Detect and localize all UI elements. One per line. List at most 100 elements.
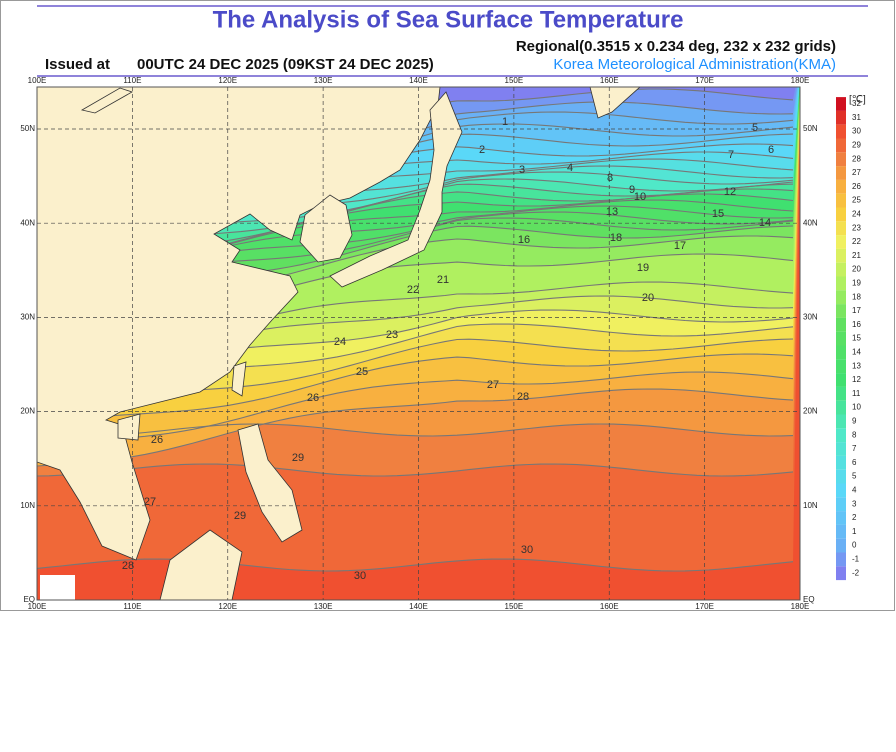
lon-label: 180E — [791, 602, 810, 611]
colorbar-label: 5 — [852, 472, 857, 481]
colorbar-label: 30 — [852, 127, 861, 136]
lat-label: 50N — [20, 124, 35, 133]
lon-label: 150E — [505, 76, 524, 85]
colorbar-label: 0 — [852, 541, 857, 550]
contour-label: 29 — [234, 510, 246, 522]
issued-label: Issued at — [45, 56, 110, 73]
contour-label: 16 — [518, 234, 530, 246]
colorbar-cell — [836, 207, 846, 222]
colorbar-cell — [836, 511, 846, 525]
colorbar-cell — [836, 221, 846, 236]
isotherm — [37, 558, 794, 572]
contour-label: 23 — [386, 329, 398, 341]
colorbar-label: 11 — [852, 389, 861, 398]
colorbar-cell — [836, 166, 846, 180]
colorbar-cell — [836, 552, 846, 567]
lon-label: 130E — [314, 602, 333, 611]
colorbar-label: 31 — [852, 113, 861, 122]
colorbar-cell — [836, 538, 846, 553]
contour-label: 17 — [674, 240, 686, 252]
colorbar-cell — [836, 262, 846, 277]
colorbar-label: -2 — [852, 568, 860, 577]
colorbar-cell — [836, 497, 846, 512]
land — [80, 87, 133, 114]
colorbar-cell — [836, 152, 846, 167]
colorbar-unit: [℃] — [849, 95, 866, 106]
colorbar-label: 19 — [852, 279, 861, 288]
lon-label: 160E — [600, 602, 619, 611]
land — [37, 87, 441, 561]
lon-label: 150E — [505, 602, 524, 611]
colorbar-label: 17 — [852, 306, 861, 315]
colorbar-cell — [836, 235, 846, 249]
lon-label: 100E — [28, 602, 47, 611]
contour-label: 30 — [521, 544, 533, 556]
land — [589, 87, 641, 119]
colorbar-cell — [836, 317, 846, 332]
colorbar-cell — [836, 345, 846, 360]
colorbar-label: 7 — [852, 444, 857, 453]
contour-label: 15 — [712, 208, 724, 220]
contour-label: 27 — [487, 379, 499, 391]
lat-label: 10N — [20, 501, 35, 510]
land — [40, 575, 75, 600]
land — [159, 529, 243, 600]
colorbar-cell — [836, 331, 846, 346]
lat-label: 10N — [803, 501, 818, 510]
colorbar-label: 21 — [852, 251, 861, 260]
colorbar-cell — [836, 566, 846, 581]
contour-label: 28 — [122, 560, 134, 572]
colorbar-cell — [836, 276, 846, 291]
isotherm — [37, 388, 794, 467]
lon-label: 130E — [314, 76, 333, 85]
colorbar-label: 23 — [852, 223, 861, 232]
colorbar-label: 2 — [852, 513, 857, 522]
lat-label: 50N — [803, 124, 818, 133]
contour-label: 25 — [356, 366, 368, 378]
colorbar-cell — [836, 124, 846, 139]
colorbar-cell — [836, 414, 846, 429]
lon-label: 140E — [409, 76, 428, 85]
colorbar-label: 13 — [852, 361, 861, 370]
colorbar-label: 22 — [852, 237, 861, 246]
lat-label: 40N — [20, 218, 35, 227]
colorbar-cell — [836, 97, 846, 111]
colorbar-label: 10 — [852, 403, 861, 412]
isotherm — [37, 463, 794, 477]
title: The Analysis of Sea Surface Temperature — [213, 6, 684, 33]
colorbar-label: 16 — [852, 320, 861, 329]
land — [237, 423, 303, 543]
lon-label: 120E — [218, 76, 237, 85]
lon-label: 140E — [409, 602, 428, 611]
colorbar-cell — [836, 304, 846, 318]
colorbar-cell — [836, 110, 846, 125]
colorbar-label: 14 — [852, 348, 861, 357]
colorbar-cell — [836, 193, 846, 208]
lon-label: 100E — [28, 76, 47, 85]
contour-label: 28 — [517, 391, 529, 403]
colorbar-cell — [836, 469, 846, 484]
colorbar-cell — [836, 179, 846, 194]
colorbar-label: 9 — [852, 417, 857, 426]
contour-label: 13 — [606, 206, 618, 218]
contour-label: 19 — [637, 262, 649, 274]
lon-label: 110E — [123, 602, 141, 611]
contour-label: 22 — [407, 284, 419, 296]
grid-info: Regional(0.3515 x 0.234 deg, 232 x 232 g… — [516, 38, 836, 55]
lon-label: 160E — [600, 76, 619, 85]
colorbar-label: 6 — [852, 458, 857, 467]
sst-map — [37, 87, 800, 600]
colorbar-label: 3 — [852, 499, 857, 508]
issued-time: 00UTC 24 DEC 2025 (09KST 24 DEC 2025) — [137, 56, 434, 73]
colorbar-cell — [836, 359, 846, 374]
colorbar-cell — [836, 483, 846, 498]
contour-label: 26 — [307, 392, 319, 404]
lat-label: 40N — [803, 218, 818, 227]
contour-label: 3 — [519, 164, 525, 176]
contour-label: 6 — [768, 144, 774, 156]
contour-label: 18 — [610, 232, 622, 244]
contour-label: 10 — [634, 191, 646, 203]
colorbar-cell — [836, 455, 846, 470]
contour-label: 14 — [759, 217, 771, 229]
